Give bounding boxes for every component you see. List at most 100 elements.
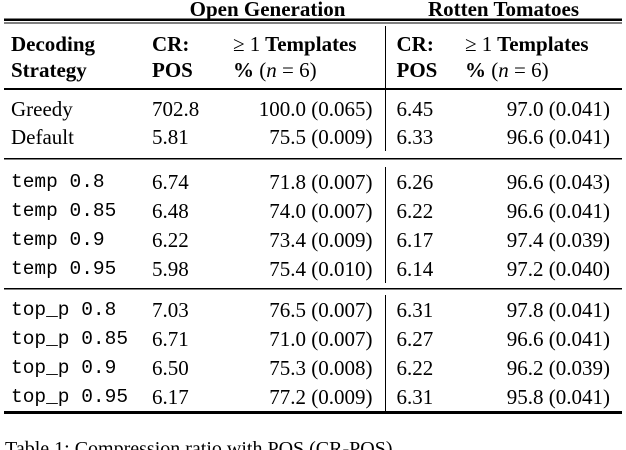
- rt-cr-pos-cell: 6.45: [384, 90, 462, 123]
- header-cr-pos-rt: CR: POS: [384, 26, 462, 88]
- table-row: top_p 0.85 6.71 71.0 (0.007) 6.27 96.6 (0.04…: [4, 324, 622, 353]
- paren-open: (: [259, 58, 267, 82]
- open-templates-cell: 75.5 (0.009): [269, 125, 373, 149]
- strategy-cell: temp 0.85: [11, 199, 117, 222]
- rt-cr-pos-cell: 6.17: [384, 225, 462, 254]
- open-cr-pos-cell: 6.50: [152, 355, 189, 380]
- header-cr-line2: POS: [152, 58, 193, 82]
- header-cr-line1: CR:: [152, 32, 190, 56]
- header-cr-line2-rt: POS: [396, 58, 438, 82]
- rt-templates-cell: 97.4 (0.039): [506, 227, 610, 252]
- rt-cr-pos-cell: 6.22: [384, 353, 462, 382]
- open-templates-cell: 100.0 (0.065): [258, 97, 373, 121]
- rule-line: [4, 151, 622, 167]
- rt-cr-pos-cell: 6.31: [384, 382, 462, 411]
- header-cr-line1-rt: CR:: [396, 32, 434, 56]
- table-row: Greedy 702.8 100.0 (0.065) 6.45 97.0 (0.041): [4, 90, 622, 123]
- percent-symbol: %: [233, 58, 254, 82]
- table-row: temp 0.85 6.48 74.0 (0.007) 6.22 96.6 (0.041…: [4, 196, 622, 225]
- geq-one-symbol: ≥ 1: [465, 32, 493, 56]
- open-templates-cell: 77.2 (0.009): [269, 384, 373, 409]
- table-row: Default 5.81 75.5 (0.009) 6.33 96.6 (0.041): [4, 123, 622, 151]
- rt-cr-pos-cell: 6.33: [384, 123, 462, 151]
- group-header-open-generation: Open Generation: [189, 0, 346, 21]
- percent-symbol: %: [465, 58, 486, 82]
- rule-line: [4, 411, 622, 414]
- strategy-cell: temp 0.8: [11, 170, 105, 193]
- strategy-cell: top_p 0.95: [11, 385, 129, 408]
- column-header-row: Decoding Strategy CR: POS ≥ 1 Templates …: [4, 26, 622, 88]
- header-templates-rt: ≥ 1 Templates % (n = 6): [462, 26, 622, 88]
- rt-cr-pos-cell: 6.14: [384, 254, 462, 283]
- open-cr-pos-cell: 6.74: [152, 169, 189, 194]
- open-cr-pos-cell: 6.22: [152, 227, 189, 252]
- rt-templates-cell: 95.8 (0.041): [506, 384, 610, 409]
- templates-word: Templates: [265, 32, 357, 56]
- open-templates-cell: 76.5 (0.007): [269, 297, 373, 322]
- rt-templates-cell: 96.6 (0.041): [506, 198, 610, 223]
- group-header-rotten-tomatoes: Rotten Tomatoes: [427, 0, 580, 21]
- header-decoding-strategy: Decoding Strategy: [4, 26, 150, 88]
- rt-templates-cell: 96.6 (0.041): [506, 125, 610, 149]
- open-templates-cell: 75.3 (0.008): [269, 355, 373, 380]
- group-header-spacer: [4, 0, 150, 18]
- open-cr-pos-cell: 6.71: [152, 326, 189, 351]
- group-separator-rule: [4, 283, 622, 295]
- paren-open: (: [491, 58, 499, 82]
- rule-line: [4, 283, 622, 295]
- table-row: temp 0.8 6.74 71.8 (0.007) 6.26 96.6 (0.043): [4, 167, 622, 196]
- open-templates-cell: 75.4 (0.010): [269, 256, 373, 281]
- group-separator-rule: [4, 151, 622, 167]
- rt-templates-cell: 97.8 (0.041): [506, 297, 610, 322]
- rt-templates-cell: 97.0 (0.041): [506, 97, 610, 121]
- strategy-cell: top_p 0.8: [11, 298, 117, 321]
- rule-line: [4, 18, 622, 26]
- n-variable: n: [266, 58, 277, 82]
- open-templates-cell: 71.8 (0.007): [269, 169, 373, 194]
- table-body: Greedy 702.8 100.0 (0.065) 6.45 97.0 (0.041)…: [4, 90, 622, 414]
- strategy-cell: top_p 0.9: [11, 356, 117, 379]
- header-bottom-rule: [4, 88, 622, 90]
- open-cr-pos-cell: 5.98: [152, 256, 189, 281]
- strategy-cell: Default: [11, 125, 74, 149]
- bottom-rule: [4, 411, 622, 414]
- open-cr-pos-cell: 6.48: [152, 198, 189, 223]
- results-table: Open Generation Rotten Tomatoes Decoding…: [4, 0, 622, 414]
- header-cr-pos-open: CR: POS: [150, 26, 217, 88]
- table-caption: Table 1: Compression ratio with POS (CR-…: [5, 438, 393, 450]
- table-row: top_p 0.9 6.50 75.3 (0.008) 6.22 96.2 (0.039…: [4, 353, 622, 382]
- double-rule: [4, 18, 622, 26]
- table-row: temp 0.95 5.98 75.4 (0.010) 6.14 97.2 (0.040…: [4, 254, 622, 283]
- rt-cr-pos-cell: 6.22: [384, 196, 462, 225]
- rt-cr-pos-cell: 6.27: [384, 324, 462, 353]
- table-row: top_p 0.8 7.03 76.5 (0.007) 6.31 97.8 (0.041…: [4, 295, 622, 324]
- open-cr-pos-cell: 6.17: [152, 384, 189, 409]
- strategy-cell: temp 0.95: [11, 257, 117, 280]
- header-templates-open: ≥ 1 Templates % (n = 6): [217, 26, 385, 88]
- strategy-cell: temp 0.9: [11, 228, 105, 251]
- header-decoding-line2: Strategy: [11, 58, 87, 82]
- rt-templates-cell: 96.2 (0.039): [506, 355, 610, 380]
- rule-line: [4, 88, 622, 90]
- geq-one-symbol: ≥ 1: [233, 32, 261, 56]
- rt-templates-cell: 96.6 (0.043): [506, 169, 610, 194]
- table-row: top_p 0.95 6.17 77.2 (0.009) 6.31 95.8 (0.04…: [4, 382, 622, 411]
- open-cr-pos-cell: 7.03: [152, 297, 189, 322]
- rt-cr-pos-cell: 6.31: [384, 295, 462, 324]
- strategy-cell: top_p 0.85: [11, 327, 129, 350]
- rt-templates-cell: 97.2 (0.040): [506, 256, 610, 281]
- paren-close: = 6): [508, 58, 549, 82]
- rt-templates-cell: 96.6 (0.041): [506, 326, 610, 351]
- header-decoding-line1: Decoding: [11, 32, 95, 56]
- table-row: temp 0.9 6.22 73.4 (0.009) 6.17 97.4 (0.039): [4, 225, 622, 254]
- open-cr-pos-cell: 702.8: [152, 97, 200, 121]
- open-templates-cell: 71.0 (0.007): [269, 326, 373, 351]
- open-templates-cell: 73.4 (0.009): [269, 227, 373, 252]
- open-cr-pos-cell: 5.81: [152, 125, 189, 149]
- templates-word: Templates: [497, 32, 589, 56]
- n-variable: n: [498, 58, 509, 82]
- strategy-cell: Greedy: [11, 97, 73, 121]
- group-header-row: Open Generation Rotten Tomatoes: [4, 0, 622, 21]
- open-templates-cell: 74.0 (0.007): [269, 198, 373, 223]
